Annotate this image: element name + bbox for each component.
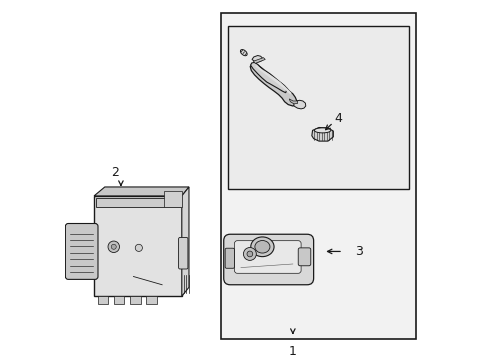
Bar (114, 296, 124, 304)
FancyBboxPatch shape (224, 248, 234, 268)
Circle shape (111, 244, 116, 249)
Ellipse shape (250, 237, 273, 257)
Ellipse shape (240, 50, 246, 56)
Bar (228, 26, 408, 189)
FancyBboxPatch shape (178, 238, 187, 269)
Ellipse shape (254, 240, 269, 253)
Circle shape (135, 244, 142, 251)
Text: 1: 1 (288, 345, 296, 357)
Bar (221, 13, 416, 339)
Polygon shape (289, 99, 297, 104)
Polygon shape (251, 55, 262, 62)
Polygon shape (94, 187, 188, 196)
Polygon shape (255, 65, 291, 95)
Text: 3: 3 (354, 245, 362, 258)
Text: 2: 2 (111, 166, 119, 179)
Bar (94, 196, 182, 296)
Bar (98, 296, 108, 304)
Text: 4: 4 (334, 112, 342, 125)
Polygon shape (253, 58, 264, 63)
Bar (96, 198, 180, 207)
FancyBboxPatch shape (65, 224, 98, 279)
Polygon shape (182, 187, 188, 296)
Bar (146, 296, 157, 304)
FancyBboxPatch shape (224, 234, 313, 285)
Bar (163, 190, 182, 207)
Polygon shape (250, 62, 286, 93)
Bar (130, 296, 141, 304)
Circle shape (108, 241, 119, 252)
FancyBboxPatch shape (234, 241, 301, 273)
Polygon shape (311, 127, 333, 141)
Circle shape (243, 248, 256, 260)
Ellipse shape (314, 128, 330, 133)
Circle shape (246, 251, 252, 257)
Polygon shape (250, 63, 296, 106)
FancyBboxPatch shape (298, 248, 310, 266)
Polygon shape (293, 100, 305, 109)
